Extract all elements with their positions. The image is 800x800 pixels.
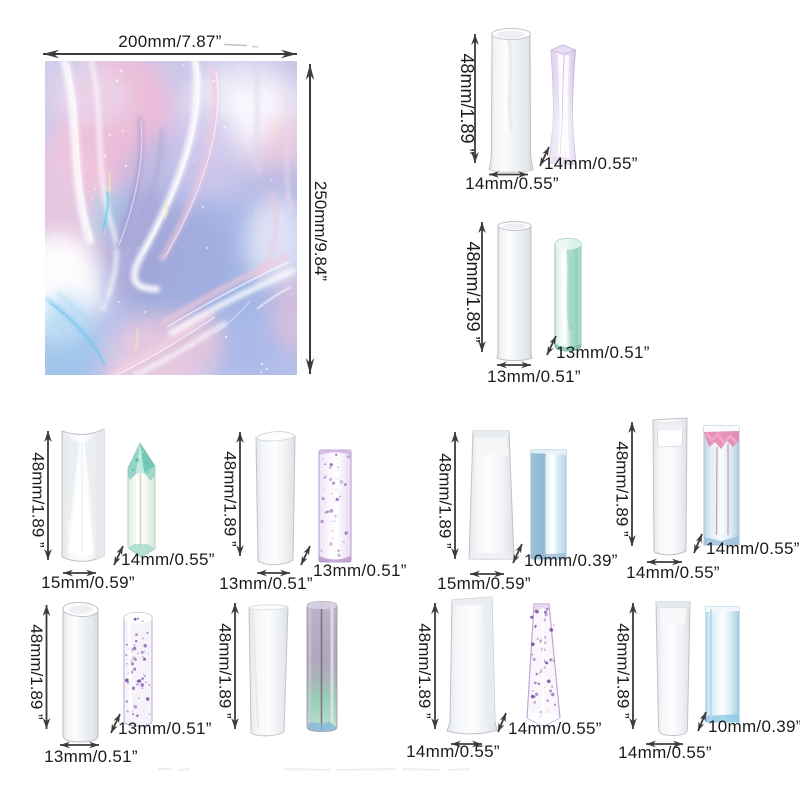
svg-text:13mm/0.51”: 13mm/0.51” <box>313 561 407 580</box>
svg-text:14mm/0.55”: 14mm/0.55” <box>544 154 638 173</box>
svg-text:14mm/0.55”: 14mm/0.55” <box>626 563 720 582</box>
svg-text:200mm/7.87”: 200mm/7.87” <box>118 32 221 51</box>
svg-text:15mm/0.59”: 15mm/0.59” <box>437 574 531 593</box>
svg-text:10mm/0.39”: 10mm/0.39” <box>708 717 800 736</box>
svg-text:14mm/0.55”: 14mm/0.55” <box>706 539 800 558</box>
svg-text:14mm/0.55”: 14mm/0.55” <box>465 174 559 193</box>
svg-text:48mm/1.89 ”: 48mm/1.89 ” <box>457 53 477 154</box>
svg-text:15mm/0.59”: 15mm/0.59” <box>41 573 135 592</box>
svg-text:13mm/0.51”: 13mm/0.51” <box>219 574 313 593</box>
svg-text:14mm/0.55”: 14mm/0.55” <box>508 719 602 738</box>
svg-text:48mm/1.89 ”: 48mm/1.89 ” <box>27 624 46 720</box>
svg-text:13mm/0.51”: 13mm/0.51” <box>487 367 581 386</box>
svg-text:10mm/0.39”: 10mm/0.39” <box>524 551 618 570</box>
svg-text:48mm/1.89 ”: 48mm/1.89 ” <box>216 623 235 719</box>
svg-text:48mm/1.89 ”: 48mm/1.89 ” <box>614 623 633 719</box>
svg-text:48mm/1.89 ”: 48mm/1.89 ” <box>613 441 632 537</box>
svg-text:48mm/1.89 ”: 48mm/1.89 ” <box>415 623 434 719</box>
svg-text:14mm/0.55”: 14mm/0.55” <box>618 743 712 762</box>
svg-text:48mm/1.89 ”: 48mm/1.89 ” <box>436 453 455 549</box>
svg-text:13mm/0.51”: 13mm/0.51” <box>44 747 138 766</box>
svg-text:14mm/0.55”: 14mm/0.55” <box>121 550 215 569</box>
svg-text:13mm/0.51”: 13mm/0.51” <box>118 719 212 738</box>
svg-text:48mm/1.89 ”: 48mm/1.89 ” <box>221 451 240 547</box>
svg-text:48mm/1.89 ”: 48mm/1.89 ” <box>29 452 48 548</box>
svg-text:13mm/0.51”: 13mm/0.51” <box>556 343 650 362</box>
svg-text:250mm/9.84”: 250mm/9.84” <box>311 181 330 281</box>
svg-text:48mm/1.89 ”: 48mm/1.89 ” <box>463 241 483 342</box>
svg-text:14mm/0.55”: 14mm/0.55” <box>406 742 500 761</box>
